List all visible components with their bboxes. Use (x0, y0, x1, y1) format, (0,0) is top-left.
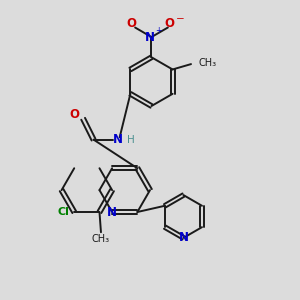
Text: +: + (155, 26, 161, 35)
Text: CH₃: CH₃ (199, 58, 217, 68)
Text: O: O (69, 108, 79, 121)
Text: N: N (107, 206, 117, 218)
Text: −: − (176, 14, 185, 24)
Text: N: N (178, 231, 188, 244)
Text: Cl: Cl (58, 207, 70, 217)
Text: O: O (127, 17, 136, 30)
Text: CH₃: CH₃ (92, 234, 110, 244)
Text: N: N (145, 31, 155, 44)
Text: N: N (113, 133, 123, 146)
Text: O: O (164, 17, 174, 30)
Text: H: H (128, 135, 135, 145)
